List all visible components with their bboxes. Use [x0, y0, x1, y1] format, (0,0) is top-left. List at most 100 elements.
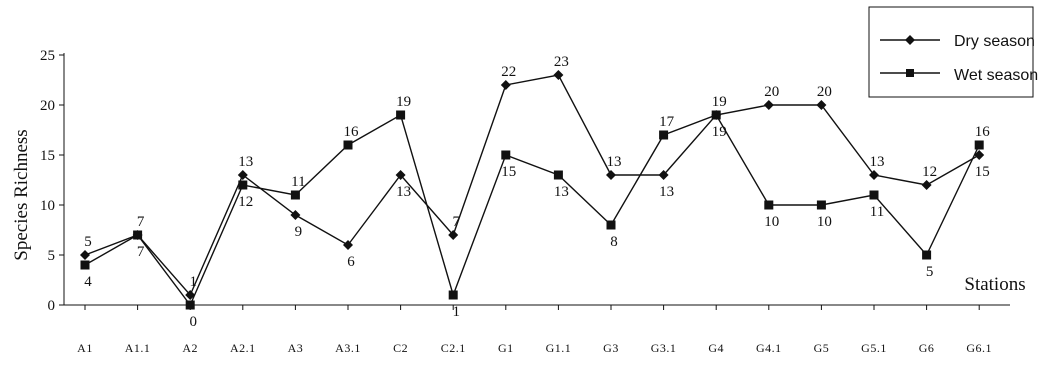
x-tick-label: A1: [77, 341, 93, 355]
x-tick-label: A1.1: [125, 341, 151, 355]
wet-season-data-label: 11: [870, 204, 884, 220]
dry-season-point: [448, 230, 459, 240]
wet-season-point: [133, 230, 143, 240]
wet-season-point: [553, 170, 563, 180]
wet-season-data-label: 10: [817, 214, 832, 230]
dry-season-data-label: 7: [137, 214, 145, 230]
x-tick-label: G5.1: [861, 341, 887, 355]
x-tick-label: C2: [393, 341, 408, 355]
wet-season-data-label: 17: [659, 114, 675, 130]
wet-season-data-label: 5: [926, 264, 934, 280]
dry-season-point: [974, 150, 985, 160]
wet-season-data-label: 8: [610, 234, 618, 250]
wet-season-point: [185, 300, 195, 310]
dry-season-point: [343, 240, 353, 250]
y-tick-label: 5: [48, 248, 56, 264]
x-tick-label: G6.1: [966, 341, 992, 355]
wet-season-data-label: 0: [189, 314, 197, 330]
wet-season-point: [711, 110, 721, 120]
dry-season-point: [606, 170, 616, 180]
dry-season-point: [290, 210, 301, 220]
series-layer: [80, 70, 985, 310]
x-tick-label: G4: [708, 341, 724, 355]
wet-season-data-label: 4: [84, 274, 92, 290]
dry-season-data-label: 13: [607, 154, 622, 170]
wet-season-data-label: 16: [344, 124, 360, 140]
wet-season-point: [922, 250, 932, 260]
dry-season-point: [395, 170, 406, 180]
wet-season-point: [974, 140, 984, 150]
dry-season-point: [500, 80, 511, 90]
dry-season-point: [763, 100, 774, 110]
legend: Dry season Wet season: [868, 6, 1038, 98]
legend-marker-dry-diamond-icon: [905, 35, 915, 45]
wet-season-data-label: 19: [712, 124, 727, 140]
x-tick-label: G1.1: [546, 341, 572, 355]
x-tick-label: A2: [182, 341, 198, 355]
x-tick-label: A3: [288, 341, 304, 355]
wet-season-data-label: 13: [554, 184, 569, 200]
wet-season-point: [448, 290, 458, 300]
dry-season-point: [185, 290, 196, 300]
dry-season-data-label: 20: [817, 84, 832, 100]
dry-season-line: [84, 74, 980, 297]
y-tick-label: 20: [40, 98, 55, 114]
wet-season-data-label: 15: [501, 164, 516, 180]
dry-season-data-label: 13: [238, 154, 253, 170]
dry-season-data-label: 6: [347, 254, 355, 270]
wet-season-point: [396, 110, 406, 120]
dry-season-data-label: 19: [712, 94, 727, 110]
wet-season-point: [764, 200, 774, 210]
dry-season-data-label: 13: [870, 154, 885, 170]
dry-season-point: [80, 250, 90, 260]
dry-season-data-label: 20: [764, 84, 779, 100]
x-tick-label: G4.1: [756, 341, 782, 355]
x-tick-label: G5: [814, 341, 830, 355]
x-tick-label: G6: [919, 341, 935, 355]
wet-season-point: [290, 190, 300, 200]
wet-season-data-label: 19: [396, 94, 411, 110]
dry-season-data-label: 15: [975, 164, 990, 180]
dry-season-data-label: 7: [452, 214, 460, 230]
dry-season-data-label: 1: [189, 274, 197, 290]
y-axis-title: Species Richness: [11, 129, 32, 260]
x-tick-label: G1: [498, 341, 514, 355]
dry-season-point: [869, 170, 879, 180]
dry-season-point: [816, 100, 827, 110]
dry-season-point: [237, 170, 248, 180]
x-axis-title: Stations: [964, 274, 1025, 295]
dry-season-point: [658, 170, 669, 180]
wet-season-point: [869, 190, 879, 200]
wet-season-data-label: 7: [137, 244, 145, 260]
legend-label-dry: Dry season: [954, 33, 1035, 50]
x-tick-label: A3.1: [335, 341, 361, 355]
dry-season-data-label: 9: [295, 224, 303, 240]
wet-season-point: [343, 140, 353, 150]
wet-season-data-label: 16: [975, 124, 991, 140]
dry-season-data-label: 5: [84, 234, 92, 250]
legend-box: [868, 6, 1034, 98]
x-tick-label: A2.1: [230, 341, 256, 355]
x-tick-label: C2.1: [441, 341, 466, 355]
wet-season-point: [501, 150, 511, 160]
wet-season-data-label: 11: [291, 174, 305, 190]
x-tick-label: G3: [603, 341, 619, 355]
wet-season-point: [659, 130, 669, 140]
wet-season-data-label: 1: [452, 304, 460, 320]
y-tick-label: 15: [40, 148, 55, 164]
y-tick-label: 25: [40, 48, 55, 64]
wet-season-point: [606, 220, 616, 230]
dry-season-data-label: 23: [554, 54, 569, 70]
wet-season-point: [238, 180, 248, 190]
wet-season-point: [816, 200, 826, 210]
dry-season-data-label: 22: [501, 64, 516, 80]
y-tick-label: 0: [48, 298, 56, 314]
dry-season-point: [553, 70, 564, 80]
legend-marker-wet-square-icon: [906, 69, 914, 77]
wet-season-data-label: 12: [238, 194, 253, 210]
wet-season-data-label: 10: [764, 214, 779, 230]
wet-season-point: [80, 260, 90, 270]
